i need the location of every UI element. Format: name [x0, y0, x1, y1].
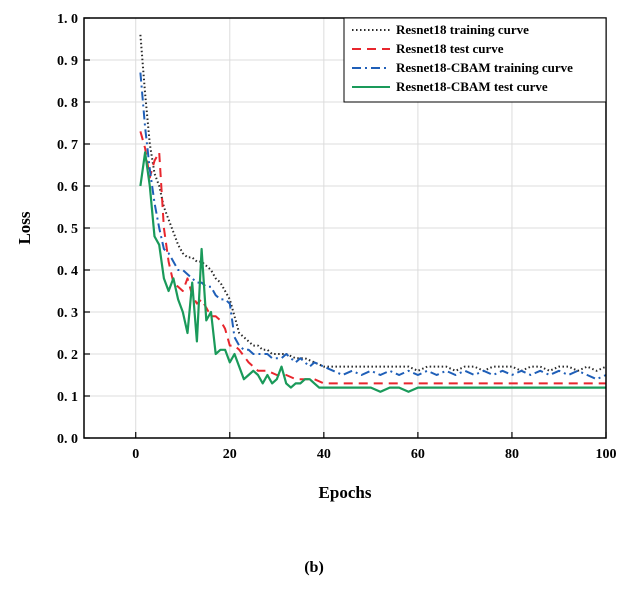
y-tick-label: 0. 0: [57, 432, 78, 447]
x-axis-title: Epochs: [319, 483, 372, 502]
x-tick-label: 20: [223, 447, 237, 462]
series-line-4: [139, 151, 606, 393]
legend-label-2: Resnet18 test curve: [396, 41, 504, 56]
legend-label-3: Resnet18-CBAM training curve: [396, 60, 573, 75]
x-tick-label: 0: [132, 447, 139, 462]
legend-label-1: Resnet18 training curve: [396, 22, 529, 37]
y-tick-label: 0. 2: [57, 348, 78, 363]
series-line-2: [139, 131, 606, 385]
legend-label-4: Resnet18-CBAM test curve: [396, 79, 548, 94]
figure-caption: (b): [304, 559, 324, 576]
series-lines: [139, 34, 607, 393]
y-tick-label: 0. 6: [57, 180, 78, 195]
legend: Resnet18 training curve Resnet18 test cur…: [343, 17, 607, 103]
y-axis-title: Loss: [15, 211, 34, 244]
series-line-3: [139, 72, 607, 381]
y-tick-label: 0. 5: [57, 222, 78, 237]
x-tick-label: 40: [317, 447, 331, 462]
axis-ticks: 0 20 40 60 80 100 0. 0 0. 1 0. 2 0. 3 0. 4 0. 5 0. 6…: [57, 12, 617, 462]
x-tick-label: 80: [505, 447, 519, 462]
y-tick-label: 0. 9: [57, 54, 78, 69]
x-tick-label: 100: [596, 447, 617, 462]
y-tick-label: 0. 4: [57, 264, 78, 279]
y-tick-label: 0. 7: [57, 138, 78, 153]
x-tick-label: 60: [411, 447, 425, 462]
y-tick-label: 1. 0: [57, 12, 78, 27]
y-tick-label: 0. 1: [57, 390, 78, 405]
y-tick-label: 0. 3: [57, 306, 78, 321]
y-tick-label: 0. 8: [57, 96, 78, 111]
